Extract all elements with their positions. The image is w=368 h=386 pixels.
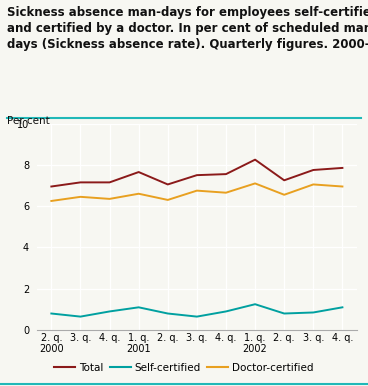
Self-certified	[282, 311, 286, 316]
Self-certified	[253, 302, 257, 306]
Total	[195, 173, 199, 178]
Self-certified	[107, 309, 112, 314]
Doctor-certified	[78, 195, 83, 199]
Doctor-certified	[107, 196, 112, 201]
Line: Total: Total	[52, 160, 342, 186]
Total	[253, 157, 257, 162]
Doctor-certified	[311, 182, 315, 187]
Self-certified	[340, 305, 344, 310]
Text: Sickness absence man-days for employees self-certified
and certified by a doctor: Sickness absence man-days for employees …	[7, 6, 368, 51]
Self-certified	[166, 311, 170, 316]
Doctor-certified	[166, 198, 170, 202]
Line: Self-certified: Self-certified	[52, 304, 342, 317]
Doctor-certified	[282, 193, 286, 197]
Self-certified	[137, 305, 141, 310]
Self-certified	[49, 311, 54, 316]
Doctor-certified	[253, 181, 257, 186]
Line: Doctor-certified: Doctor-certified	[52, 183, 342, 201]
Total	[78, 180, 83, 185]
Total	[224, 172, 228, 176]
Total	[107, 180, 112, 185]
Total	[137, 170, 141, 174]
Doctor-certified	[195, 188, 199, 193]
Total	[166, 182, 170, 187]
Doctor-certified	[49, 199, 54, 203]
Self-certified	[78, 314, 83, 319]
Self-certified	[195, 314, 199, 319]
Doctor-certified	[340, 184, 344, 189]
Doctor-certified	[137, 191, 141, 196]
Total	[311, 168, 315, 172]
Text: Per cent: Per cent	[7, 116, 50, 126]
Legend: Total, Self-certified, Doctor-certified: Total, Self-certified, Doctor-certified	[50, 359, 318, 377]
Self-certified	[311, 310, 315, 315]
Total	[49, 184, 54, 189]
Total	[340, 166, 344, 170]
Self-certified	[224, 309, 228, 314]
Doctor-certified	[224, 190, 228, 195]
Total	[282, 178, 286, 183]
